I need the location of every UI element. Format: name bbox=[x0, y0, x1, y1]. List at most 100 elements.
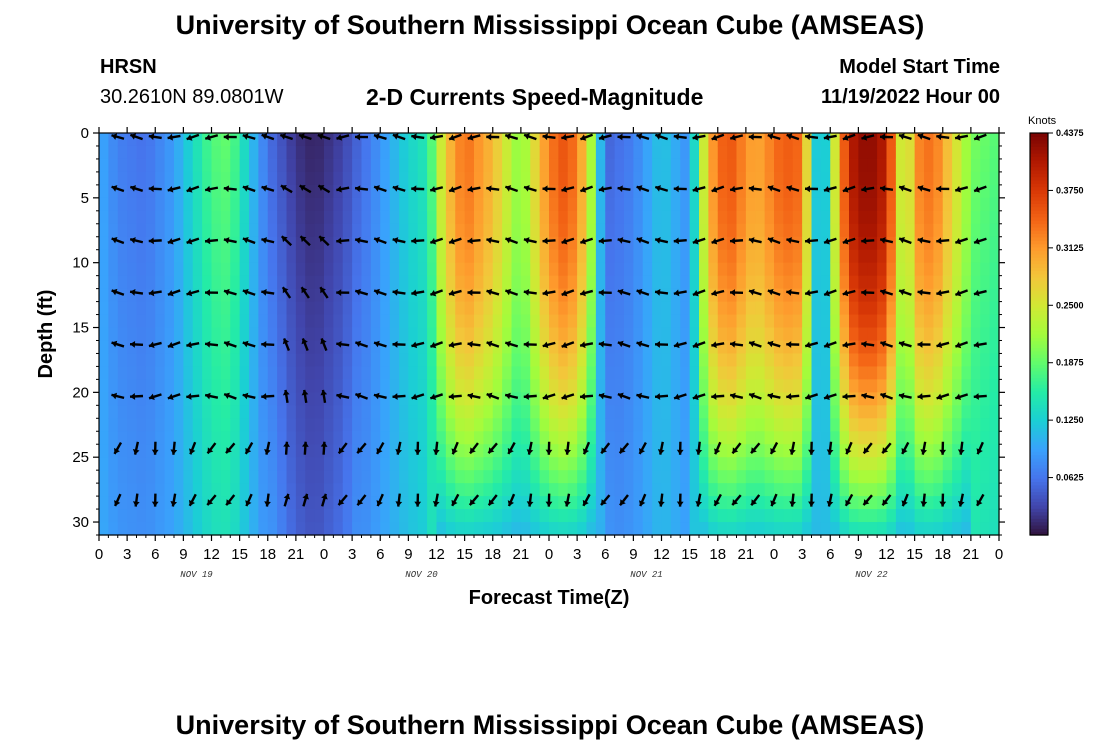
heatmap-cell bbox=[464, 418, 475, 432]
heatmap-cell bbox=[802, 184, 813, 199]
heatmap-cell bbox=[145, 249, 156, 264]
current-vector-arrow bbox=[467, 185, 481, 193]
heatmap-cell bbox=[886, 379, 897, 393]
station-id: HRSN bbox=[100, 56, 157, 78]
current-vector-arrow bbox=[714, 441, 722, 455]
heatmap-cell bbox=[783, 418, 794, 432]
heatmap-cell bbox=[417, 457, 428, 471]
heatmap-cell bbox=[614, 171, 625, 186]
heatmap-cell bbox=[558, 301, 569, 316]
heatmap-cell bbox=[811, 197, 822, 212]
current-vector-arrow bbox=[600, 494, 611, 506]
current-vector-arrow bbox=[879, 340, 894, 348]
heatmap-cell bbox=[483, 470, 494, 484]
heatmap-cell bbox=[108, 275, 119, 290]
heatmap-cell bbox=[624, 353, 634, 368]
heatmap-cell bbox=[961, 223, 972, 238]
heatmap-cell bbox=[464, 483, 475, 497]
heatmap-cell bbox=[352, 145, 363, 160]
heatmap-cell bbox=[633, 262, 644, 277]
heatmap-cell bbox=[755, 210, 766, 225]
heatmap-cell bbox=[445, 197, 456, 212]
heatmap-cell bbox=[202, 249, 213, 264]
heatmap-cell bbox=[389, 249, 400, 264]
heatmap-cell bbox=[783, 210, 794, 225]
colorbar-segment bbox=[1030, 159, 1048, 164]
x-tick-label: 9 bbox=[629, 546, 637, 563]
heatmap-cell bbox=[408, 171, 419, 186]
colorbar-segment bbox=[1030, 431, 1048, 436]
heatmap-cell bbox=[539, 405, 550, 419]
heatmap-cell bbox=[624, 457, 634, 471]
heatmap-cell bbox=[989, 509, 1000, 523]
current-vector-arrow bbox=[920, 441, 928, 455]
current-vector-arrow bbox=[282, 389, 290, 403]
heatmap-cell bbox=[802, 418, 813, 432]
heatmap-cell bbox=[605, 457, 616, 471]
current-vector-arrow bbox=[167, 393, 181, 401]
heatmap-cell bbox=[755, 171, 766, 186]
current-vector-arrow bbox=[186, 133, 200, 141]
heatmap-cell bbox=[567, 210, 578, 225]
heatmap-cell bbox=[483, 444, 494, 458]
heatmap-cell bbox=[980, 301, 991, 316]
heatmap-cell bbox=[277, 275, 288, 290]
x-tick-label: 21 bbox=[738, 546, 755, 563]
heatmap-cell bbox=[230, 405, 241, 419]
heatmap-cell bbox=[736, 470, 747, 484]
heatmap-cell bbox=[202, 145, 213, 160]
heatmap-cell bbox=[652, 223, 663, 238]
heatmap-cell bbox=[980, 158, 991, 173]
heatmap-cell bbox=[361, 275, 372, 290]
heatmap-cell bbox=[183, 353, 194, 368]
heatmap-cell bbox=[399, 301, 409, 316]
heatmap-cell bbox=[249, 366, 259, 380]
heatmap-cell bbox=[614, 197, 625, 212]
heatmap-cell bbox=[389, 145, 400, 160]
heatmap-cell bbox=[408, 236, 419, 251]
heatmap-cell bbox=[127, 418, 138, 432]
x-tick-label: 3 bbox=[123, 546, 131, 563]
heatmap-cell bbox=[295, 353, 306, 368]
heatmap-cell bbox=[689, 197, 700, 212]
heatmap-cell bbox=[286, 197, 297, 212]
heatmap-cell bbox=[183, 301, 194, 316]
heatmap-cell bbox=[736, 522, 747, 536]
heatmap-cell bbox=[811, 392, 822, 406]
heatmap-cell bbox=[577, 457, 588, 471]
heatmap-cell bbox=[642, 496, 653, 510]
heatmap-cell bbox=[830, 145, 841, 160]
heatmap-cell bbox=[202, 353, 213, 368]
heatmap-cell bbox=[867, 353, 878, 368]
heatmap-cell bbox=[483, 249, 494, 264]
heatmap-cell bbox=[670, 133, 681, 147]
current-vector-arrow bbox=[936, 289, 950, 297]
heatmap-cell bbox=[717, 314, 728, 329]
heatmap-cell bbox=[286, 275, 297, 290]
heatmap-cell bbox=[183, 496, 194, 510]
heatmap-cell bbox=[464, 145, 475, 160]
heatmap-cell bbox=[220, 145, 231, 160]
heatmap-cell bbox=[577, 210, 588, 225]
heatmap-cell bbox=[342, 457, 353, 471]
heatmap-cell bbox=[830, 236, 841, 251]
heatmap-cell bbox=[736, 171, 747, 186]
heatmap-cell bbox=[783, 522, 794, 536]
heatmap-cell bbox=[877, 496, 888, 510]
heatmap-cell bbox=[839, 509, 850, 523]
heatmap-cell bbox=[389, 236, 400, 251]
heatmap-cell bbox=[736, 418, 747, 432]
heatmap-cell bbox=[370, 236, 381, 251]
heatmap-cell bbox=[455, 340, 466, 355]
heatmap-cell bbox=[249, 314, 259, 329]
heatmap-cell bbox=[586, 353, 597, 368]
heatmap-cell bbox=[652, 301, 663, 316]
heatmap-cell bbox=[464, 223, 475, 238]
heatmap-cell bbox=[464, 522, 475, 536]
heatmap-cell bbox=[549, 470, 559, 484]
current-vector-arrow bbox=[729, 289, 744, 296]
current-vector-arrow bbox=[804, 237, 819, 245]
heatmap-cell bbox=[202, 158, 213, 173]
current-vector-arrow bbox=[373, 133, 387, 140]
heatmap-cell bbox=[849, 392, 859, 406]
